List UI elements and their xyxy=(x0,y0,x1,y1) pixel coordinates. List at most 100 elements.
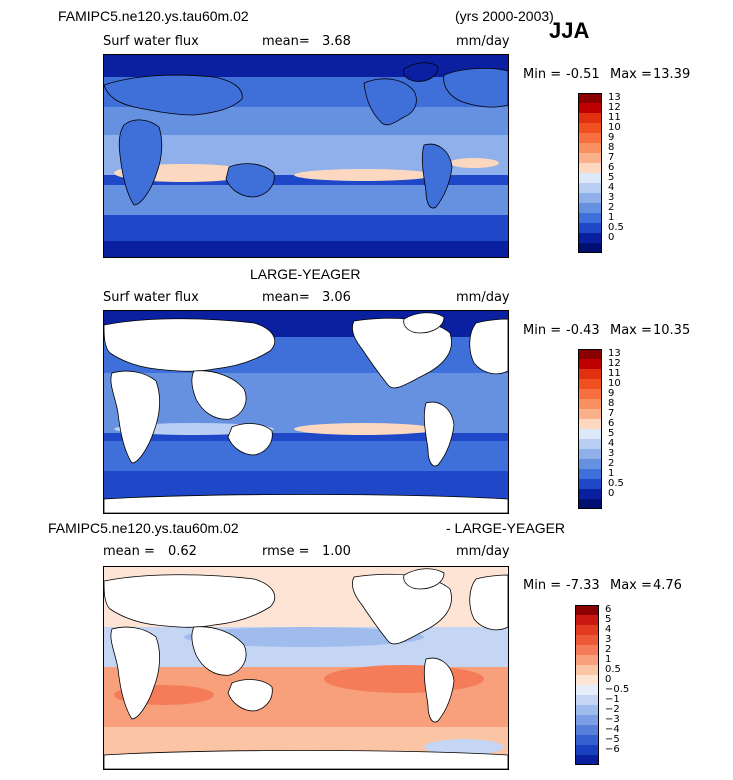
colorbar-level-label: 6 xyxy=(608,418,615,429)
panel2-mean-label: mean= xyxy=(262,290,310,305)
colorbar-level-label: −0.5 xyxy=(605,684,630,695)
panel3-mean-value: 0.62 xyxy=(168,544,197,559)
colorbar-level-label: 6 xyxy=(605,604,612,615)
colorbar-swatch xyxy=(575,625,599,635)
colorbar-level-label: 3 xyxy=(605,634,612,645)
colorbar-swatch xyxy=(578,349,602,359)
colorbar-level-label: 8 xyxy=(608,142,615,153)
colorbar-level-label: 1 xyxy=(608,468,615,479)
panel3-title-right: - LARGE-YEAGER xyxy=(446,520,566,536)
panel3-title-left: FAMIPC5.ne120.ys.tau60m.02 xyxy=(48,520,239,536)
colorbar-swatch xyxy=(575,715,599,725)
colorbar-swatch xyxy=(578,233,602,243)
case-name-title: FAMIPC5.ne120.ys.tau60m.02 xyxy=(58,8,249,24)
season-label: JJA xyxy=(549,18,590,43)
panel1-units: mm/day xyxy=(456,34,510,49)
colorbar-level-label: 7 xyxy=(608,408,615,419)
colorbar-swatch xyxy=(578,243,602,253)
colorbar-swatch xyxy=(578,183,602,193)
colorbar-swatch xyxy=(578,359,602,369)
panel1-min-value: -0.51 xyxy=(566,67,600,82)
panel2-mean-value: 3.06 xyxy=(322,290,351,305)
panel1-mean-value: 3.68 xyxy=(322,34,351,49)
colorbar-level-label: 2 xyxy=(605,644,612,655)
colorbar-level-label: 4 xyxy=(605,624,612,635)
panel1-mean-label: mean= xyxy=(262,34,310,49)
colorbar-level-label: −6 xyxy=(605,744,620,755)
panel3-map xyxy=(103,566,509,770)
colorbar-swatch xyxy=(575,705,599,715)
colorbar-level-label: 13 xyxy=(608,92,621,103)
colorbar-level-label: 5 xyxy=(605,614,612,625)
panel3-max-value: 4.76 xyxy=(653,578,682,593)
colorbar-swatch xyxy=(578,389,602,399)
colorbar-swatch xyxy=(578,223,602,233)
colorbar-level-label: 0.5 xyxy=(608,478,624,489)
colorbar-swatch xyxy=(575,755,599,765)
colorbar-swatch xyxy=(575,745,599,755)
colorbar-level-label: 4 xyxy=(608,438,615,449)
colorbar-level-label: 5 xyxy=(608,428,615,439)
colorbar-level-label: −4 xyxy=(605,724,620,735)
colorbar-level-label: 11 xyxy=(608,368,621,379)
panel1-min-label: Min = xyxy=(523,67,562,82)
panel1-max-label: Max = xyxy=(610,67,652,82)
colorbar-swatch xyxy=(578,143,602,153)
colorbar-swatch xyxy=(578,449,602,459)
colorbar-level-label: −3 xyxy=(605,714,620,725)
colorbar-level-label: 0.5 xyxy=(605,664,621,675)
colorbar-level-label: 3 xyxy=(608,192,615,203)
years-label: (yrs 2000-2003) xyxy=(455,8,554,24)
colorbar-swatch xyxy=(575,735,599,745)
panel1-colorbar: 13 12 11 10 9 8 7 6 5 4 3 2 1 0.5 0 xyxy=(578,93,638,253)
colorbar-swatch xyxy=(578,173,602,183)
colorbar-level-label: 13 xyxy=(608,348,621,359)
colorbar-level-label: 0 xyxy=(605,674,612,685)
colorbar-swatch xyxy=(578,409,602,419)
panel3-mean-label: mean = xyxy=(103,544,155,559)
colorbar-swatch xyxy=(578,113,602,123)
colorbar-swatch xyxy=(578,399,602,409)
colorbar-swatch xyxy=(578,489,602,499)
colorbar-swatch xyxy=(575,645,599,655)
colorbar-level-label: 3 xyxy=(608,448,615,459)
colorbar-swatch xyxy=(578,459,602,469)
colorbar-swatch xyxy=(578,439,602,449)
colorbar-level-label: 0.5 xyxy=(608,222,624,233)
panel1-map xyxy=(103,54,509,258)
colorbar-level-label: 10 xyxy=(608,122,621,133)
panel3-units: mm/day xyxy=(456,544,510,559)
colorbar-swatch xyxy=(578,203,602,213)
colorbar-swatch xyxy=(575,635,599,645)
colorbar-swatch xyxy=(575,695,599,705)
panel3-min-value: -7.33 xyxy=(566,578,600,593)
colorbar-level-label: 1 xyxy=(608,212,615,223)
colorbar-swatch xyxy=(575,675,599,685)
colorbar-swatch xyxy=(578,153,602,163)
panel2-min-label: Min = xyxy=(523,323,562,338)
colorbar-level-label: 11 xyxy=(608,112,621,123)
colorbar-swatch xyxy=(575,605,599,615)
colorbar-level-label: 2 xyxy=(608,458,615,469)
colorbar-level-label: −2 xyxy=(605,704,620,715)
colorbar-swatch xyxy=(578,469,602,479)
colorbar-level-label: 6 xyxy=(608,162,615,173)
colorbar-level-label: 9 xyxy=(608,388,615,399)
panel1-max-value: 13.39 xyxy=(653,67,691,82)
colorbar-swatch xyxy=(578,123,602,133)
colorbar-level-label: 4 xyxy=(608,182,615,193)
colorbar-swatch xyxy=(578,369,602,379)
panel2-max-value: 10.35 xyxy=(653,323,691,338)
panel2-title: LARGE-YEAGER xyxy=(250,266,361,282)
panel2-colorbar: 13 12 11 10 9 8 7 6 5 4 3 2 1 0.5 0 xyxy=(578,349,638,509)
panel2-min-value: -0.43 xyxy=(566,323,600,338)
colorbar-level-label: 12 xyxy=(608,102,621,113)
panel3-rmse-label: rmse = xyxy=(262,544,310,559)
colorbar-swatch xyxy=(578,213,602,223)
colorbar-swatch xyxy=(578,103,602,113)
colorbar-swatch xyxy=(578,429,602,439)
colorbar-swatch xyxy=(578,499,602,509)
colorbar-swatch xyxy=(578,479,602,489)
colorbar-level-label: 9 xyxy=(608,132,615,143)
colorbar-swatch xyxy=(578,93,602,103)
